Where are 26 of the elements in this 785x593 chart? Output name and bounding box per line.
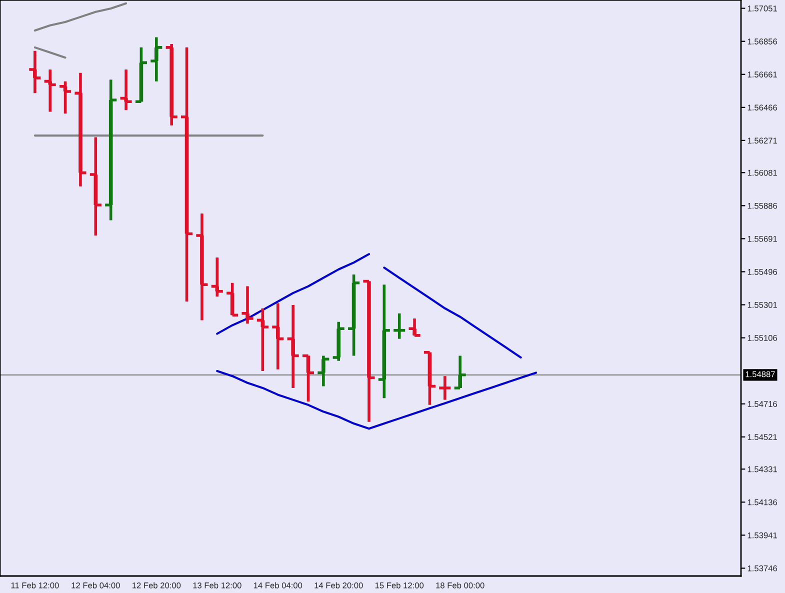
x-tick-label: 12 Feb 20:00 [132, 582, 181, 588]
y-tick-label: 1.55691 [748, 236, 777, 242]
y-tick-label: 1.56271 [748, 138, 777, 144]
x-tick-label: 15 Feb 12:00 [375, 582, 424, 588]
y-tick-label: 1.54331 [748, 466, 777, 472]
x-tick-label: 14 Feb 04:00 [254, 582, 302, 588]
ref-line-label: 1.54887 [746, 371, 775, 378]
y-tick-label: 1.56466 [748, 104, 778, 111]
y-tick-label: 1.53746 [748, 565, 778, 572]
y-tick-label: 1.55496 [748, 268, 778, 275]
y-tick-label: 1.57051 [748, 6, 777, 12]
x-tick-label: 12 Feb 04:00 [72, 582, 120, 588]
x-tick-label: 13 Feb 12:00 [193, 582, 242, 588]
x-tick-label: 18 Feb 00:00 [436, 582, 484, 588]
y-tick-label: 1.54521 [748, 434, 777, 440]
x-tick-label: 11 Feb 12:00 [11, 582, 59, 588]
y-tick-label: 1.56856 [748, 38, 778, 44]
y-tick-label: 1.54716 [748, 401, 778, 407]
y-tick-label: 1.56661 [748, 72, 777, 78]
y-tick-label: 1.56081 [748, 170, 777, 176]
y-tick-label: 1.55886 [748, 202, 778, 209]
y-tick-label: 1.54136 [748, 499, 778, 506]
y-tick-label: 1.55301 [748, 302, 777, 308]
y-tick-label: 1.53941 [748, 532, 777, 538]
y-tick-label: 1.55106 [748, 335, 778, 341]
x-tick-label: 14 Feb 20:00 [314, 582, 363, 588]
